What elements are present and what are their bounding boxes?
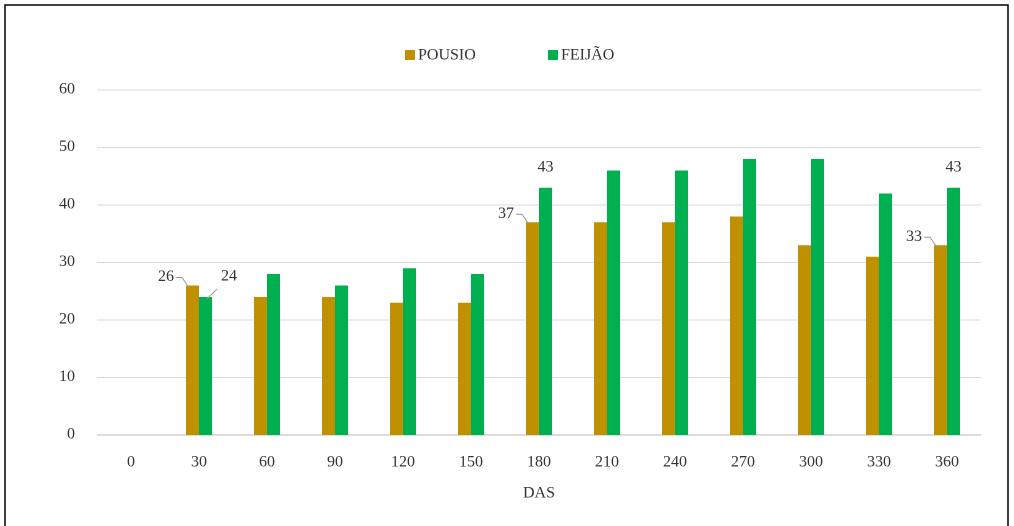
y-tick-label: 40: [59, 196, 75, 213]
bar: [594, 222, 607, 435]
bar: [458, 302, 471, 435]
data-label: 33: [906, 228, 922, 245]
bar: [798, 245, 811, 435]
data-label: 26: [158, 268, 174, 285]
leader-line: [176, 277, 190, 288]
bar: [322, 297, 335, 435]
legend-swatch: [405, 50, 415, 60]
data-label: 24: [221, 268, 237, 285]
y-tick-label: 30: [59, 253, 75, 270]
x-tick-label: 150: [459, 454, 483, 471]
bar: [662, 222, 675, 435]
bar: [947, 187, 960, 435]
x-tick-label: 210: [595, 454, 619, 471]
leader-line: [924, 236, 938, 248]
legend-label: POUSIO: [418, 47, 476, 64]
frame: [4, 4, 1009, 526]
x-tick-label: 300: [799, 454, 823, 471]
data-label: 37: [498, 205, 514, 222]
bar: [267, 274, 280, 435]
leader-line: [206, 288, 218, 300]
y-tick-label: 0: [67, 426, 75, 443]
y-tick-label: 10: [59, 368, 75, 385]
bar: [811, 159, 824, 435]
bar: [471, 274, 484, 435]
x-tick-label: 30: [191, 454, 207, 471]
leader-line: [516, 213, 530, 225]
legend-label: FEIJÃO: [561, 46, 614, 64]
bar: [199, 297, 212, 435]
bar: [526, 222, 539, 435]
bar: [879, 193, 892, 435]
bar: [254, 297, 267, 435]
x-tick-label: 240: [663, 454, 687, 471]
x-tick-label: 330: [867, 454, 891, 471]
bar: [539, 187, 552, 435]
x-tick-label: 60: [259, 454, 275, 471]
y-tick-label: 60: [59, 81, 75, 98]
bar: [743, 159, 756, 435]
y-tick-label: 20: [59, 311, 75, 328]
x-tick-label: 0: [127, 454, 135, 471]
data-label: 43: [538, 158, 554, 175]
x-tick-label: 180: [527, 454, 551, 471]
x-tick-label: 120: [391, 454, 415, 471]
bar: [335, 285, 348, 435]
bar: [607, 170, 620, 435]
bar: [934, 245, 947, 435]
bar: [390, 302, 403, 435]
bar: [866, 256, 879, 435]
x-tick-label: 360: [935, 454, 959, 471]
x-tick-label: 270: [731, 454, 755, 471]
bar: [730, 216, 743, 435]
x-axis-label: DAS: [523, 485, 555, 502]
x-tick-label: 90: [327, 454, 343, 471]
data-label: 43: [946, 158, 962, 175]
y-tick-label: 50: [59, 138, 75, 155]
bar: [186, 285, 199, 435]
legend-swatch: [548, 50, 558, 60]
bar: [675, 170, 688, 435]
bar: [403, 268, 416, 435]
